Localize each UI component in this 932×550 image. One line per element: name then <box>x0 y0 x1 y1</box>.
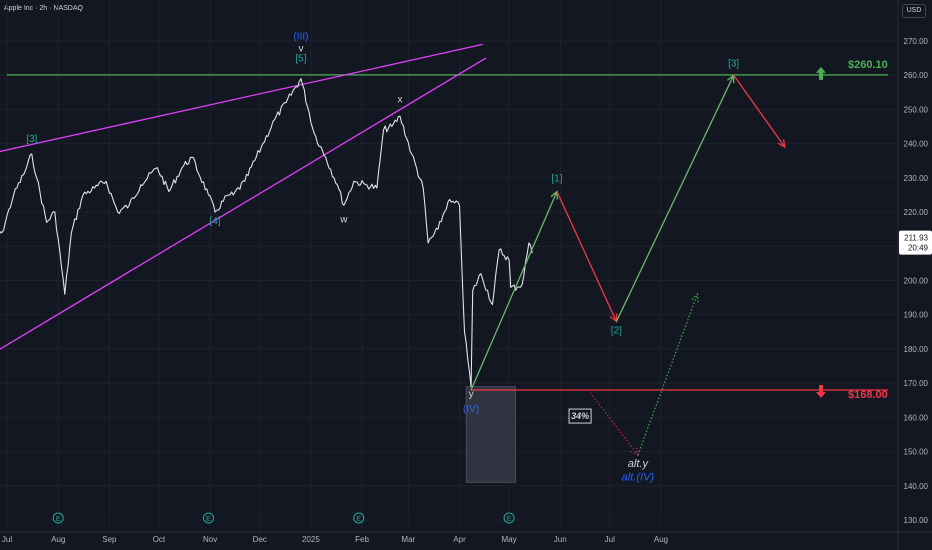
earnings-icon <box>353 512 365 524</box>
wave-label: [4] <box>210 216 221 227</box>
x-tick-label: Dec <box>253 535 267 544</box>
support-zone <box>465 386 516 483</box>
forecast-path-4 <box>733 74 786 148</box>
y-tick-label: 260.00 <box>904 71 929 80</box>
arrow-up-icon <box>816 66 826 80</box>
earnings-icon-glyph: E <box>56 516 61 523</box>
forecast-path-2 <box>556 191 618 322</box>
wave-label: y <box>469 389 474 400</box>
wave-label: w <box>339 214 348 225</box>
forecast-arrowhead <box>777 139 786 149</box>
x-tick-label: Aug <box>654 535 668 544</box>
y-tick-label: 220.00 <box>904 208 929 217</box>
price-series <box>0 78 533 388</box>
y-tick-label: 160.00 <box>904 413 929 422</box>
y-tick-label: 180.00 <box>904 345 929 354</box>
x-tick-label: Feb <box>355 535 369 544</box>
earnings-icon <box>503 512 515 524</box>
time-scale: Jul Aug Sep Oct Nov Dec 2025 Feb Mar Apr May Jun Jul… <box>2 535 668 544</box>
y-tick-label: 230.00 <box>904 174 929 183</box>
price-layer <box>0 78 533 388</box>
wave-label: [1] <box>551 173 562 184</box>
x-tick-label: Jul <box>2 535 12 544</box>
forecast-path-3 <box>615 74 735 322</box>
y-tick-label: 150.00 <box>904 448 929 457</box>
level-label-target: $260.10 <box>848 59 888 71</box>
current-price-box <box>899 230 932 255</box>
forecast-layer <box>470 73 786 457</box>
wave-label: v <box>298 43 303 54</box>
x-tick-label: Jun <box>554 535 567 544</box>
forecast-arrowhead <box>630 447 639 457</box>
wave-label: x <box>398 95 403 106</box>
probability-label: 34% <box>571 411 589 421</box>
wave-label-layer: (III)v[5] [3] [4] x w y (IV) [1] [2] [3] 34% alt.y a… <box>26 31 739 483</box>
x-tick-label: Jul <box>605 535 615 544</box>
y-tick-label: 240.00 <box>904 140 929 149</box>
symbol-header: Apple Inc · 2h · NASDAQ <box>4 5 83 12</box>
wave-label: [5] <box>295 54 306 65</box>
x-tick-label: May <box>501 535 516 544</box>
price-scale: 270.00260.00250.00240.00230.00220.00210.… <box>904 37 929 525</box>
level-label-invalidation: $168.00 <box>848 389 888 401</box>
x-tick-label: 2025 <box>302 535 320 544</box>
earnings-icon-glyph: E <box>507 516 512 523</box>
earnings-icon-glyph: E <box>356 516 361 523</box>
forecast-path-1 <box>470 191 558 391</box>
x-tick-label: Aug <box>51 535 65 544</box>
forecast-arrowhead <box>691 292 699 303</box>
x-tick-label: Mar <box>401 535 415 544</box>
earnings-icon-glyph: E <box>206 516 211 523</box>
wave-label: (III) <box>293 31 308 42</box>
y-tick-label: 170.00 <box>904 379 929 388</box>
trendline-2 <box>0 57 487 350</box>
x-tick-label: Nov <box>203 535 217 544</box>
x-tick-label: Oct <box>153 535 166 544</box>
wave-label: alt.(IV) <box>622 472 655 484</box>
wave-label: [3] <box>26 134 37 145</box>
trendline-layer <box>0 43 487 350</box>
forecast-path-6 <box>637 293 698 456</box>
earnings-icon <box>202 512 214 524</box>
currency-button[interactable]: USD <box>902 4 926 18</box>
levels-layer: $260.10 $168.00 <box>7 59 888 401</box>
y-tick-label: 130.00 <box>904 516 929 525</box>
y-tick-label: 270.00 <box>904 37 929 46</box>
y-tick-label: 200.00 <box>904 277 929 286</box>
y-tick-label: 250.00 <box>904 105 929 114</box>
y-tick-label: 190.00 <box>904 311 929 320</box>
earnings-icon <box>52 512 64 524</box>
current-price-countdown: 20:49 <box>908 244 929 253</box>
current-price-value: 211.93 <box>904 234 928 243</box>
x-tick-label: Apr <box>453 535 466 544</box>
probability-box <box>568 408 592 424</box>
wave-label: [3] <box>728 59 739 70</box>
wave-label: (IV) <box>463 404 479 415</box>
x-tick-label: Sep <box>102 535 117 544</box>
wave-label: [2] <box>611 326 622 337</box>
arrow-down-icon <box>816 384 826 398</box>
zone-layer <box>465 386 516 483</box>
trendline-1 <box>0 43 483 153</box>
forecast-path-5 <box>587 389 639 456</box>
y-tick-label: 140.00 <box>904 482 929 491</box>
grid <box>0 0 898 532</box>
wave-label: alt.y <box>628 458 650 470</box>
